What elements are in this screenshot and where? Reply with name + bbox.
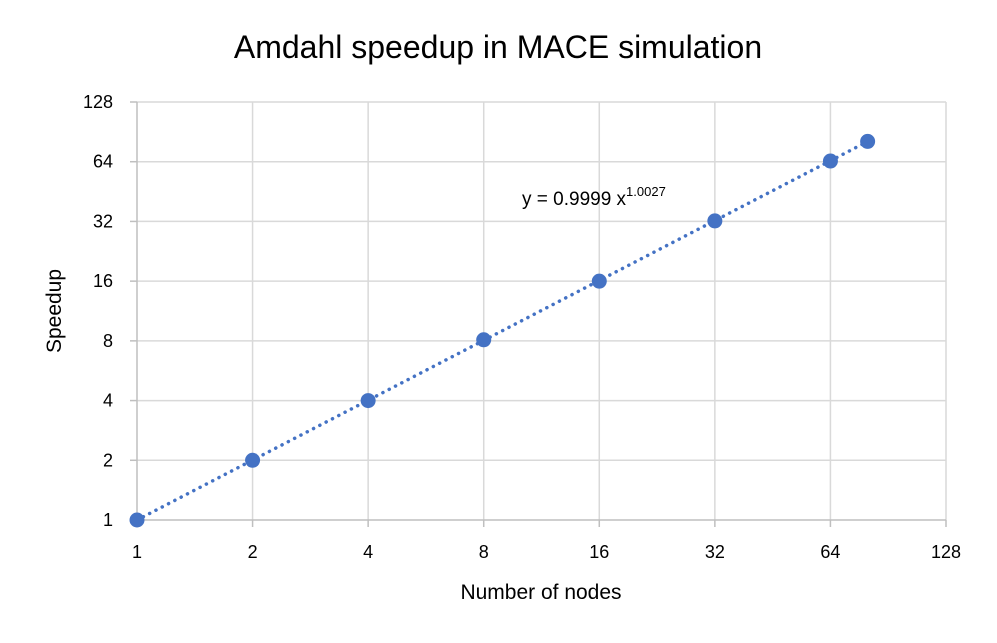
data-point [360, 393, 376, 409]
y-axis-title: Speedup [43, 269, 66, 353]
y-tick-label: 128 [83, 92, 113, 112]
data-point [476, 332, 492, 348]
x-tick-label: 1 [132, 542, 142, 562]
data-point [591, 273, 607, 289]
x-tick-label: 16 [589, 542, 609, 562]
data-point [129, 512, 145, 528]
y-tick-label: 16 [93, 271, 113, 291]
x-tick-label: 4 [363, 542, 373, 562]
trendline-equation-base: y = 0.9999 x [522, 189, 627, 210]
x-tick-label: 128 [931, 542, 961, 562]
y-tick-label: 8 [103, 331, 113, 351]
trendline-equation-exponent: 1.0027 [626, 184, 666, 199]
x-tick-label: 32 [705, 542, 725, 562]
chart-title: Amdahl speedup in MACE simulation [234, 29, 762, 65]
y-tick-label: 4 [103, 391, 113, 411]
tick-labels: 1 2 4 8 16 32 64 128 1 2 4 8 16 32 64 128 [83, 92, 961, 562]
x-tick-label: 8 [479, 542, 489, 562]
y-tick-label: 2 [103, 450, 113, 470]
data-point [860, 133, 876, 149]
x-tick-label: 64 [820, 542, 840, 562]
data-point [707, 213, 723, 229]
data-points [129, 133, 876, 528]
grid [137, 101, 947, 520]
trendline-layer [135, 139, 870, 522]
y-tick-label: 64 [93, 152, 113, 172]
trendline-equation: y = 0.9999 x1.0027 [522, 184, 666, 210]
y-tick-label: 1 [103, 510, 113, 530]
x-tick-label: 2 [248, 542, 258, 562]
x-axis-title: Number of nodes [460, 581, 621, 604]
data-point [822, 153, 838, 169]
y-tick-label: 32 [93, 211, 113, 231]
trendline [135, 139, 870, 522]
data-point [245, 452, 261, 468]
